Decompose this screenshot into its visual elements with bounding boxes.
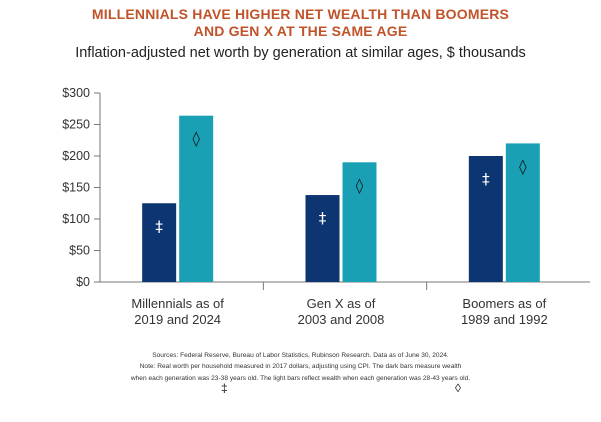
y-tick-label: $150 xyxy=(62,181,90,195)
x-category-label: Gen X as of xyxy=(307,296,376,311)
chart-title-line-1: MILLENNIALS HAVE HIGHER NET WEALTH THAN … xyxy=(91,6,510,22)
bar-marker: ◊ xyxy=(356,176,364,194)
y-tick-label: $200 xyxy=(62,149,90,163)
bar-marker: ‡ xyxy=(482,170,490,188)
y-tick-label: $300 xyxy=(62,86,90,100)
bar-marker: ‡ xyxy=(155,217,163,235)
bar-chart: $0 $50 $100 $150 $200 $250 $300 ‡ ◊ Millennials a… xyxy=(62,86,590,327)
source-note: Sources: Federal Reserve, Bureau of Labo… xyxy=(152,352,449,359)
x-category-label: Boomers as of xyxy=(462,296,546,311)
dark-bar-symbol: ‡ xyxy=(221,381,228,395)
y-tick-label: $0 xyxy=(76,275,90,289)
bar-marker: ‡ xyxy=(319,209,327,227)
light-bar-symbol: ◊ xyxy=(455,381,461,395)
bar xyxy=(342,162,377,282)
y-tick-label: $250 xyxy=(62,118,90,132)
x-category-label: 2019 and 2024 xyxy=(134,312,221,327)
x-category-label: 1989 and 1992 xyxy=(461,312,548,327)
bar xyxy=(305,195,340,282)
chart-subtitle: Inflation-adjusted net worth by generati… xyxy=(75,45,526,61)
x-category-label: Millennials as of xyxy=(131,296,224,311)
y-tick-label: $50 xyxy=(69,244,90,258)
note-line-2: Note: Real worth per household measured … xyxy=(139,363,462,370)
bar xyxy=(505,143,540,282)
bar xyxy=(468,156,503,282)
bar-marker: ◊ xyxy=(519,157,527,175)
chart-title-line-2: AND GEN X AT THE SAME AGE xyxy=(193,23,408,39)
bar xyxy=(142,203,177,282)
x-category-label: 2003 and 2008 xyxy=(298,312,385,327)
note-line-3: when each generation was 23-38 years old… xyxy=(130,375,471,382)
bar-marker: ◊ xyxy=(192,130,200,148)
bar xyxy=(179,115,214,283)
y-tick-label: $100 xyxy=(62,212,90,226)
